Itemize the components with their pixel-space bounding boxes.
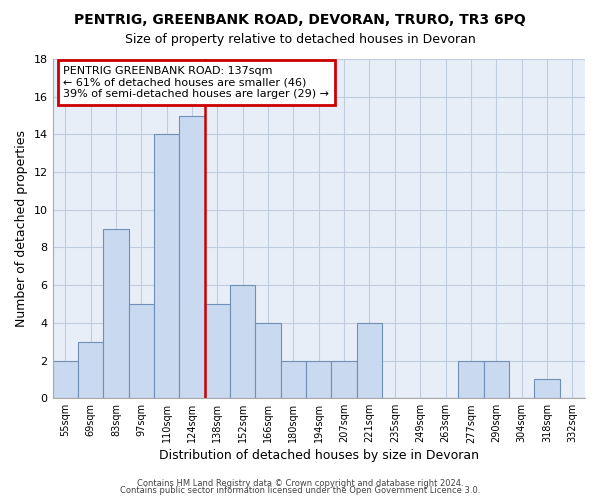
X-axis label: Distribution of detached houses by size in Devoran: Distribution of detached houses by size … xyxy=(159,450,479,462)
Bar xyxy=(331,360,357,398)
Bar xyxy=(281,360,306,398)
Bar xyxy=(103,228,128,398)
Bar xyxy=(534,380,560,398)
Bar xyxy=(128,304,154,398)
Bar xyxy=(256,323,281,398)
Bar xyxy=(205,304,230,398)
Bar xyxy=(357,323,382,398)
Bar xyxy=(484,360,509,398)
Y-axis label: Number of detached properties: Number of detached properties xyxy=(15,130,28,327)
Text: PENTRIG, GREENBANK ROAD, DEVORAN, TRURO, TR3 6PQ: PENTRIG, GREENBANK ROAD, DEVORAN, TRURO,… xyxy=(74,12,526,26)
Text: Contains HM Land Registry data © Crown copyright and database right 2024.: Contains HM Land Registry data © Crown c… xyxy=(137,478,463,488)
Bar xyxy=(458,360,484,398)
Bar xyxy=(154,134,179,398)
Bar xyxy=(179,116,205,398)
Text: Contains public sector information licensed under the Open Government Licence 3.: Contains public sector information licen… xyxy=(120,486,480,495)
Text: Size of property relative to detached houses in Devoran: Size of property relative to detached ho… xyxy=(125,32,475,46)
Bar xyxy=(78,342,103,398)
Bar xyxy=(230,285,256,398)
Bar xyxy=(306,360,331,398)
Bar xyxy=(53,360,78,398)
Text: PENTRIG GREENBANK ROAD: 137sqm
← 61% of detached houses are smaller (46)
39% of : PENTRIG GREENBANK ROAD: 137sqm ← 61% of … xyxy=(63,66,329,99)
